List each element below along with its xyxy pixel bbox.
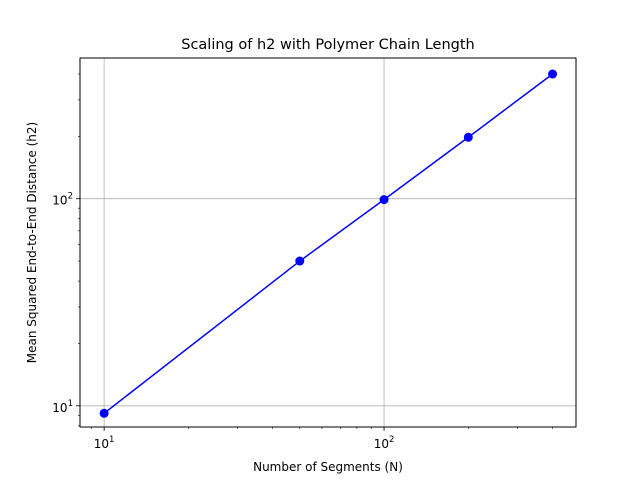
y-tick-label-exponent: 1: [68, 399, 73, 409]
x-tick-label: 102: [374, 435, 395, 451]
y-tick-label: 102: [52, 192, 73, 208]
x-tick-label: 101: [94, 435, 115, 451]
data-point: [379, 195, 389, 205]
y-tick-label: 101: [52, 399, 73, 415]
grid-layer: [80, 58, 576, 427]
data-point: [295, 256, 305, 266]
x-axis-label: Number of Segments (N): [253, 460, 403, 474]
chart-title: Scaling of h2 with Polymer Chain Length: [181, 37, 474, 53]
x-tick-label-base: 10: [94, 437, 109, 451]
x-tick-label-exponent: 2: [389, 435, 394, 445]
plot-frame: [79, 57, 577, 428]
data-point: [463, 132, 473, 142]
y-tick-label-base: 10: [52, 194, 67, 208]
data-point: [99, 408, 109, 418]
series-layer: [99, 69, 558, 418]
x-tick-label-exponent: 1: [109, 435, 114, 445]
x-tick-label-base: 10: [374, 437, 389, 451]
y-tick-label-exponent: 2: [68, 192, 73, 202]
y-tick-label-base: 10: [52, 401, 67, 415]
y-axis-label: Mean Squared End-to-End Distance (h2): [25, 122, 39, 363]
data-point: [548, 69, 558, 79]
